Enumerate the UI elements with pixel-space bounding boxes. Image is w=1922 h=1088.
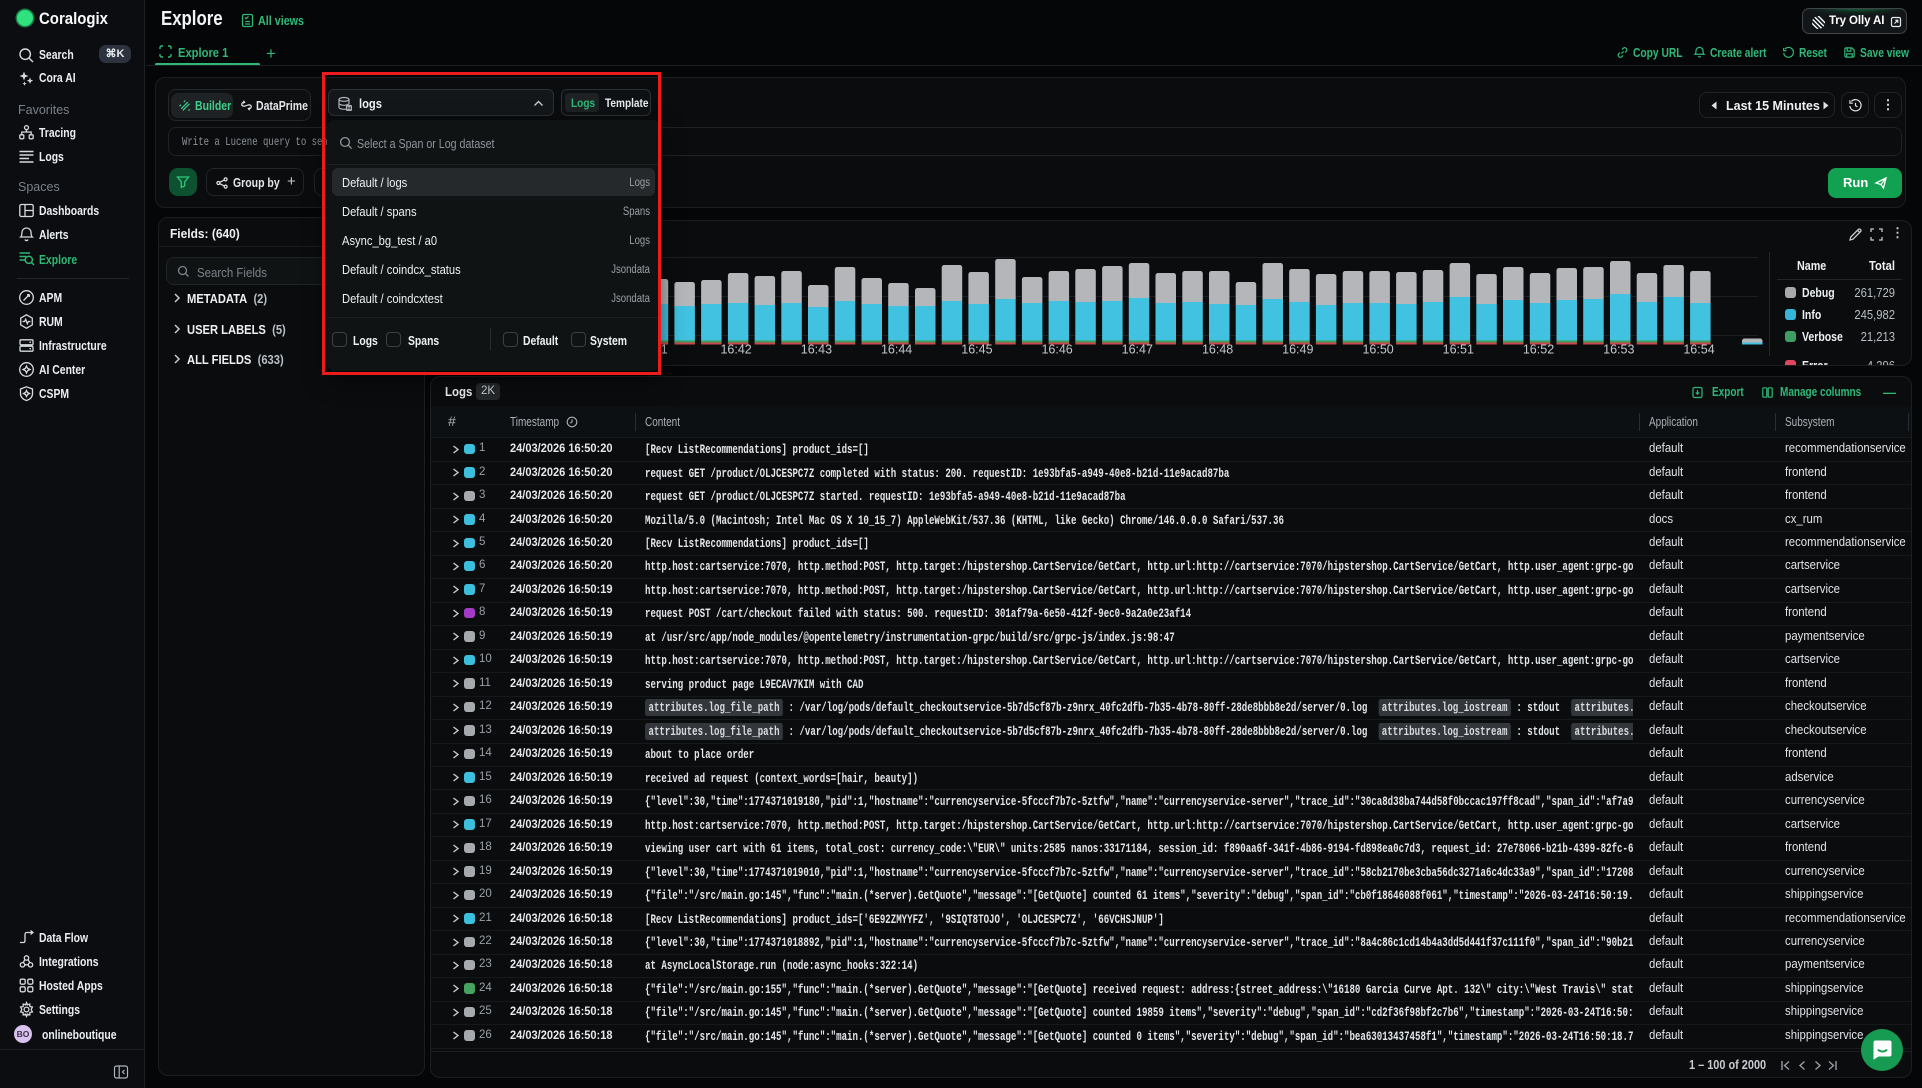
svg-text:16:50: 16:50	[1362, 343, 1393, 357]
svg-text:16:52: 16:52	[1523, 343, 1554, 357]
svg-text:16:48: 16:48	[1202, 343, 1233, 357]
svg-text:16:54: 16:54	[1683, 343, 1714, 357]
svg-text:16:51: 16:51	[1443, 343, 1474, 357]
svg-text:16:42: 16:42	[720, 343, 751, 357]
svg-text:16:47: 16:47	[1122, 343, 1153, 357]
svg-text:16:45: 16:45	[961, 343, 992, 357]
svg-text:16:46: 16:46	[1041, 343, 1072, 357]
svg-text:16:49: 16:49	[1282, 343, 1313, 357]
svg-text:16:44: 16:44	[881, 343, 912, 357]
svg-text:16:53: 16:53	[1603, 343, 1634, 357]
svg-text:16:43: 16:43	[801, 343, 832, 357]
